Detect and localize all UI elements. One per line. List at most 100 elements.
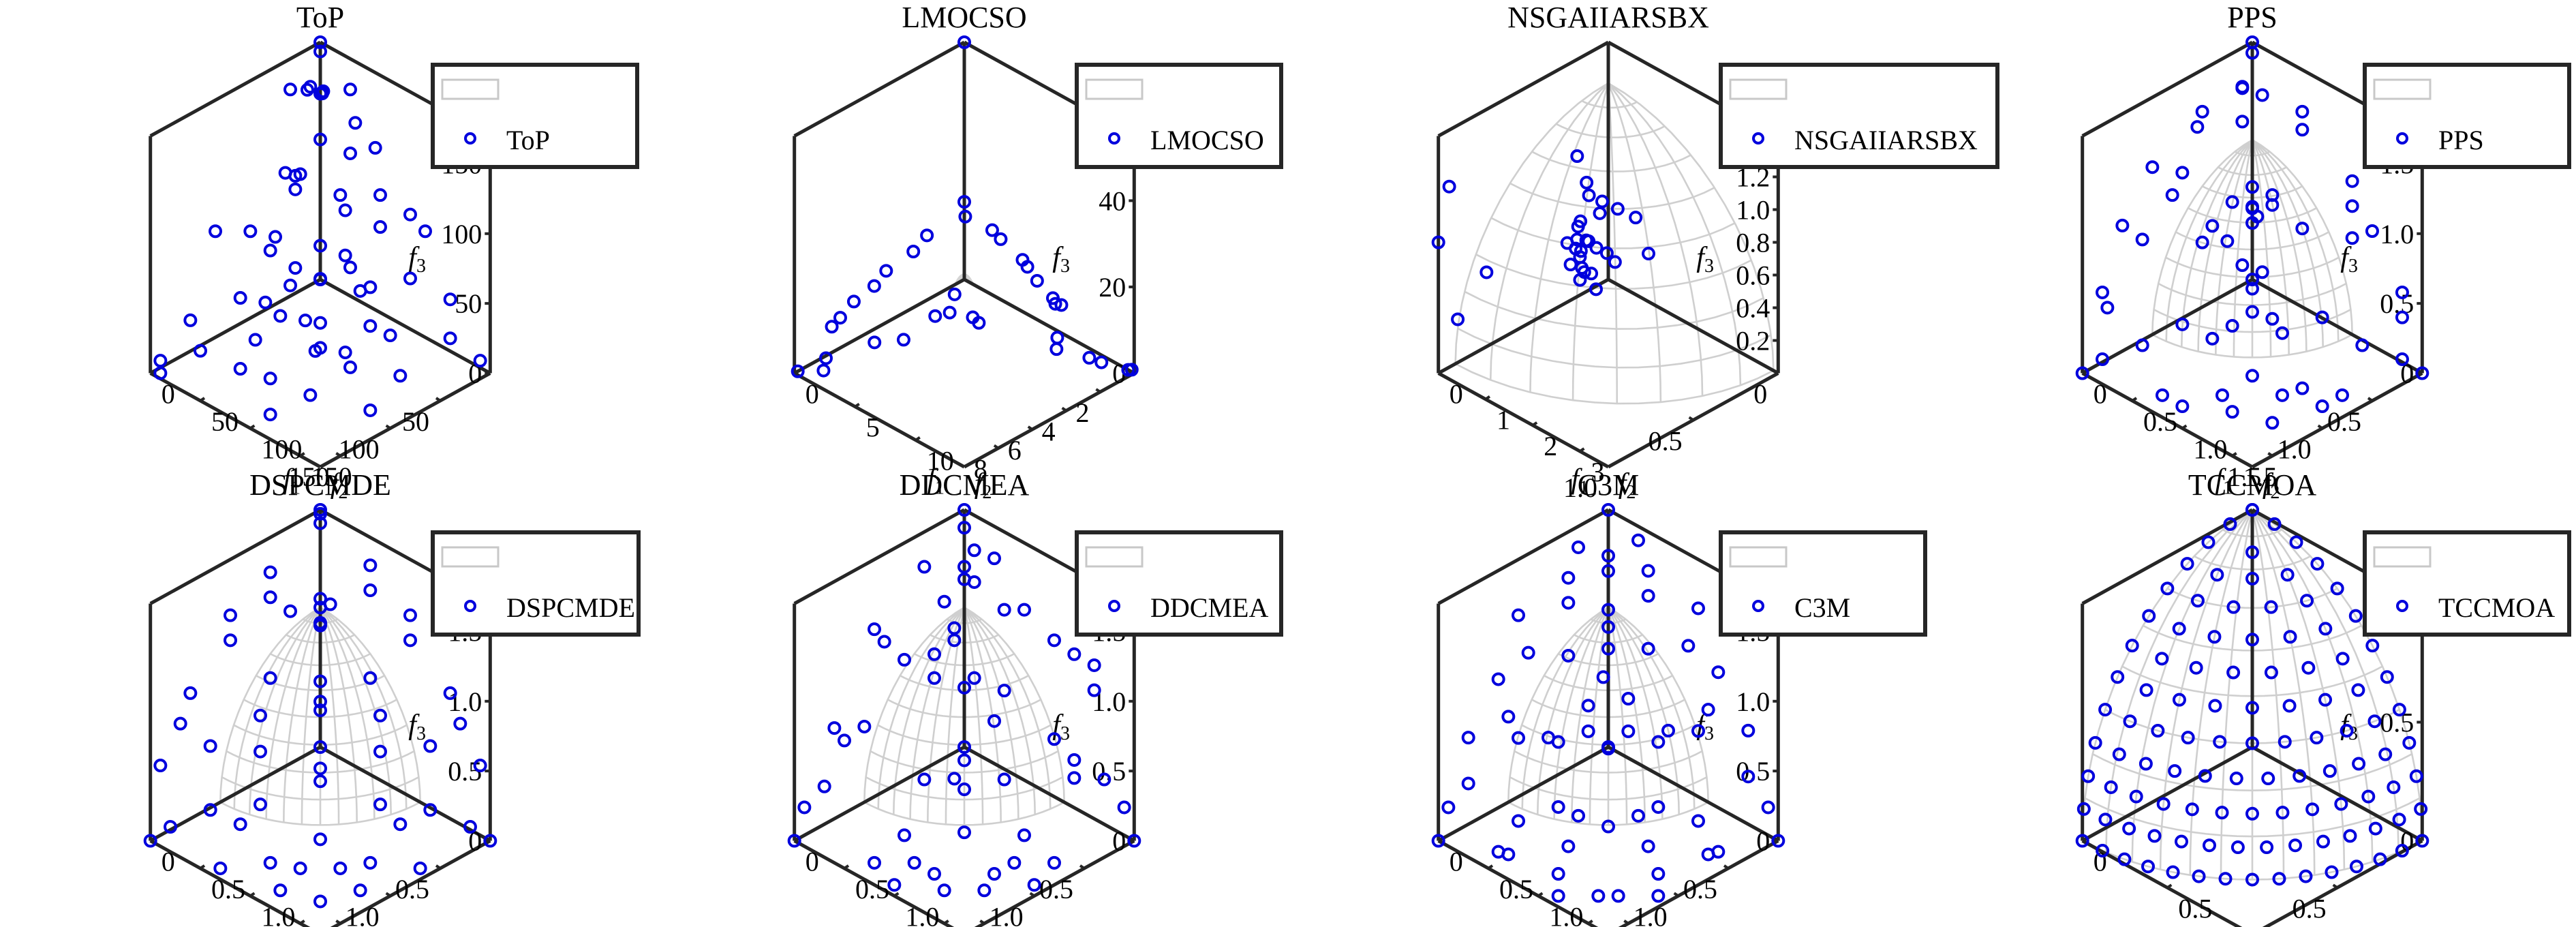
- f1-tick-mark: [386, 425, 390, 428]
- solution-point: [285, 606, 296, 617]
- f1-tick-mark: [2167, 885, 2171, 887]
- solution-point: [2261, 842, 2272, 853]
- solution-point: [155, 355, 166, 366]
- solution-point: [2192, 121, 2203, 132]
- solution-point: [2297, 124, 2307, 135]
- f1-tick-mark: [844, 866, 848, 868]
- solution-point: [185, 688, 196, 699]
- solution-point: [1049, 857, 1060, 868]
- f1-tick-mark: [1689, 417, 1693, 420]
- solution-point: [848, 296, 859, 307]
- solution-point: [1119, 802, 1130, 812]
- solution-point: [2167, 189, 2178, 200]
- f2-tick-label: 1.0: [346, 901, 380, 927]
- f1-tick-label: 0: [162, 379, 175, 410]
- solution-point: [959, 827, 970, 838]
- solution-point: [2284, 700, 2295, 711]
- solution-point: [2290, 840, 2301, 851]
- subplot-svg: PPS 00.51.01.50.51.01.500.51.01.5f3f2f1 …: [1932, 0, 2576, 459]
- solution-point: [1630, 212, 1641, 223]
- f1-tick-label: 0.5: [855, 874, 889, 905]
- solution-point: [1563, 841, 1574, 852]
- solution-point: [275, 885, 286, 896]
- solution-point: [2209, 700, 2220, 711]
- solution-point: [827, 321, 838, 332]
- solution-point: [2227, 406, 2238, 417]
- solution-point: [869, 857, 880, 868]
- solution-point: [2102, 302, 2113, 313]
- solution-point: [175, 718, 186, 729]
- solution-point: [275, 310, 286, 321]
- solution-point: [989, 553, 1000, 564]
- solution-point: [1583, 726, 1594, 737]
- f2-tick-label: 1.0: [1634, 901, 1668, 927]
- f2-tick-label: 6: [1008, 435, 1022, 466]
- solution-point: [2267, 417, 2278, 428]
- solution-point: [405, 209, 416, 220]
- solution-point: [1084, 352, 1094, 363]
- f1-tick-label: 5: [866, 412, 880, 443]
- solution-point: [2176, 836, 2187, 847]
- legend-ddcmea: DDCMEA: [1077, 532, 1281, 635]
- solution-point: [2137, 234, 2148, 245]
- z-tick-label: 1.0: [448, 686, 482, 717]
- solution-point: [2177, 401, 2188, 412]
- solution-point: [989, 868, 1000, 879]
- solution-point: [375, 799, 386, 810]
- solution-point: [2237, 260, 2248, 271]
- f2-tick-label: 0.5: [2327, 406, 2361, 437]
- solution-point: [1703, 704, 1714, 715]
- solution-point: [1481, 267, 1492, 277]
- front-meridian: [2106, 510, 2252, 852]
- z-tick-label: 50: [455, 288, 482, 319]
- solution-point: [1051, 344, 1062, 354]
- subplot-title: C3M: [1578, 468, 1639, 502]
- subplot-svg: DSPCMDE 00.51.01.50.51.01.500.51.01.5f3f…: [0, 468, 644, 927]
- legend-series-label: TCCMOA: [2438, 592, 2555, 623]
- f1-tick-mark: [2333, 885, 2337, 887]
- solution-point: [1643, 590, 1654, 601]
- solution-point: [1503, 711, 1514, 722]
- solution-point: [415, 863, 426, 874]
- floor-edge-f2: [1439, 747, 1608, 841]
- solution-point: [2317, 401, 2328, 412]
- solution-point: [1019, 605, 1030, 616]
- solution-point: [340, 250, 351, 261]
- z-tick-label: 0.4: [1736, 293, 1770, 324]
- solution-point: [2337, 390, 2348, 401]
- f2-tick-label: 0.5: [1649, 425, 1683, 456]
- solution-point: [1069, 649, 1079, 660]
- solution-point: [1032, 275, 1043, 286]
- f1-tick-mark: [2182, 425, 2186, 428]
- solution-point: [2100, 814, 2111, 825]
- z-tick-label: 0.5: [1736, 756, 1770, 787]
- f3-axis-label: f3: [408, 710, 426, 744]
- f1-tick-label: 100: [261, 434, 302, 464]
- solution-point: [899, 830, 910, 840]
- solution-point: [365, 405, 375, 416]
- f1-tick-mark: [1030, 893, 1034, 896]
- legend-front-patch-icon: [2374, 547, 2430, 566]
- solution-point: [1049, 635, 1060, 645]
- legend-lmocso: LMOCSO: [1077, 65, 1281, 167]
- solution-point: [245, 226, 256, 237]
- solution-point: [425, 741, 435, 752]
- solution-point: [255, 799, 266, 810]
- f1-tick-mark: [1589, 921, 1593, 924]
- f1-tick-mark: [250, 425, 254, 428]
- f1-tick-mark: [1486, 397, 1490, 399]
- solution-point: [1693, 815, 1704, 826]
- solution-point: [919, 774, 930, 785]
- f1-tick-mark: [1533, 423, 1537, 425]
- solution-point: [899, 654, 910, 665]
- solution-point: [2233, 842, 2243, 853]
- floor-edge-f2: [795, 747, 964, 841]
- solution-point: [1581, 177, 1592, 188]
- f1-tick-mark: [945, 921, 949, 924]
- solution-point: [2297, 383, 2307, 394]
- f1-tick-label: 1.0: [261, 901, 295, 927]
